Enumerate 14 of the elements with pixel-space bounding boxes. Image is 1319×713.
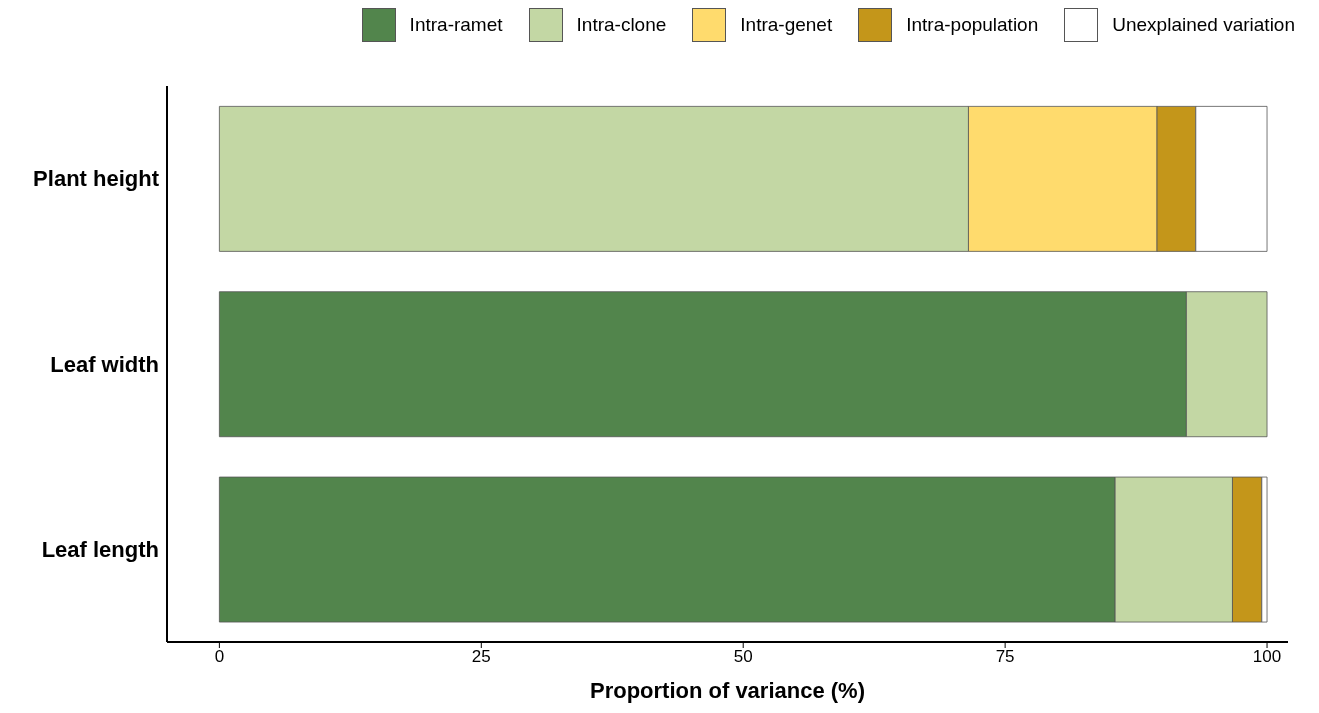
x-tick-label: 50	[733, 647, 753, 667]
x-tick-label: 100	[1252, 647, 1282, 667]
y-tick-label: Leaf length	[41, 537, 159, 563]
y-tick-label: Leaf width	[50, 351, 159, 377]
x-tick-label: 0	[214, 647, 225, 667]
legend-label: Intra-population	[906, 14, 1039, 36]
legend-label: Unexplained variation	[1112, 14, 1295, 36]
x-tick-label: 25	[471, 647, 491, 667]
x-axis-title: Proportion of variance (%)	[589, 678, 866, 703]
legend-label: Intra-genet	[740, 14, 833, 36]
legend-label: Intra-clone	[576, 14, 667, 36]
y-tick-label: Plant height	[33, 166, 160, 192]
x-tick-label: 75	[995, 647, 1015, 667]
legend-label: Intra-ramet	[409, 14, 503, 36]
